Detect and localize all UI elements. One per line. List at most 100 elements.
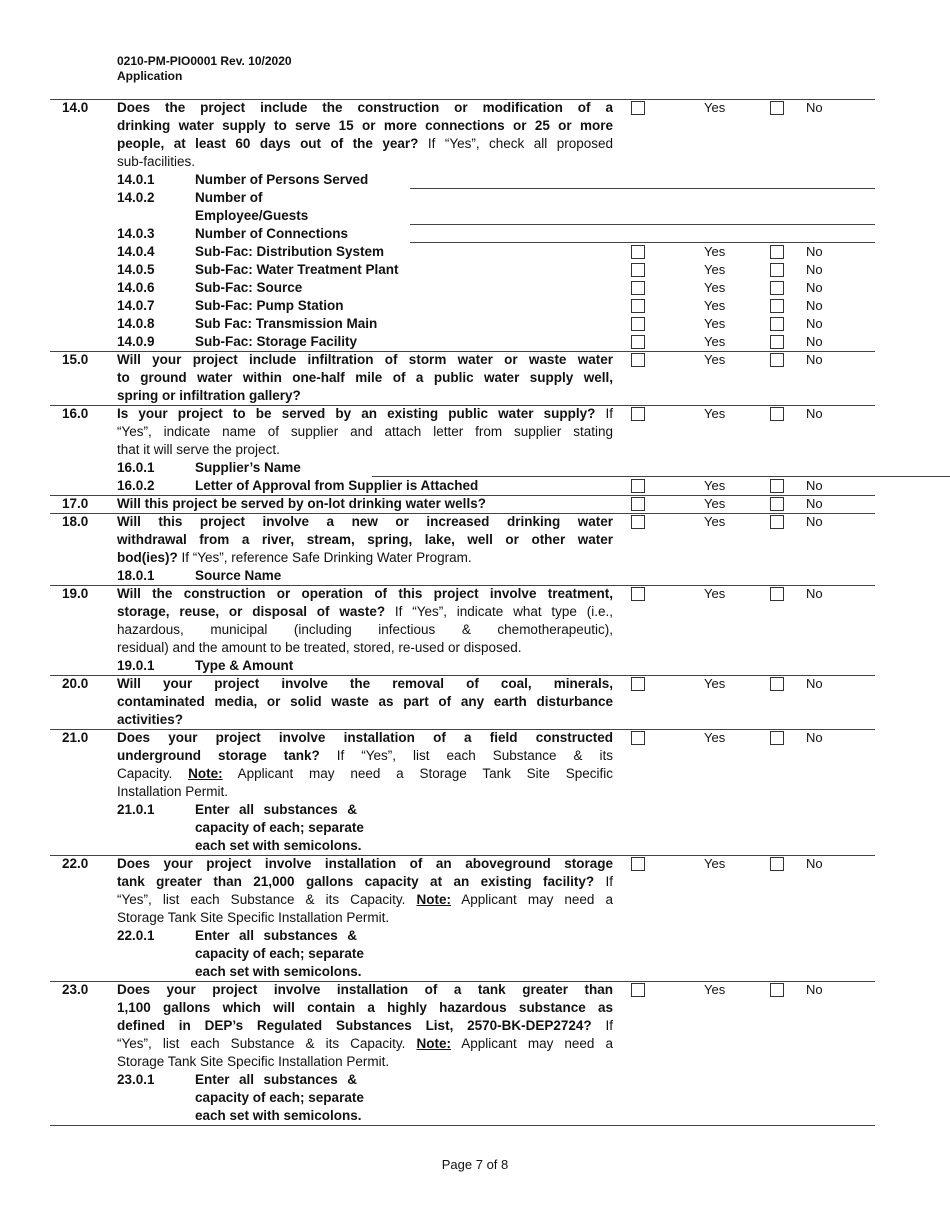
question-text-segment: storage, reuse, or disposal of waste? — [117, 604, 386, 619]
no-checkbox[interactable] — [770, 407, 784, 421]
question-row: 16.0 Is your project to be served by an e… — [0, 405, 950, 495]
text-field[interactable] — [410, 242, 875, 243]
question-row: 17.0 Will this project be served by on-lo… — [0, 495, 950, 513]
yes-label: Yes — [704, 406, 726, 421]
sub-item-line: 14.0.1 Number of Persons Served — [0, 171, 950, 189]
sub-item-number: 14.0.3 — [117, 226, 155, 241]
sub-item-label: Number of Persons Served — [195, 172, 369, 187]
no-checkbox[interactable] — [770, 245, 784, 259]
question-text-segment: to ground water within one-half mile of … — [117, 370, 613, 385]
no-label: No — [806, 334, 823, 349]
question-line: drinking water supply to serve 15 or mor… — [0, 117, 950, 135]
sub-item-label: capacity of each; separate — [195, 946, 364, 961]
no-checkbox[interactable] — [770, 299, 784, 313]
yes-checkbox[interactable] — [631, 353, 645, 367]
question-text-segment: tank greater than 21,000 gallons capacit… — [117, 874, 595, 889]
no-checkbox[interactable] — [770, 335, 784, 349]
sub-item-label: Supplier’s Name — [195, 460, 301, 475]
no-checkbox[interactable] — [770, 983, 784, 997]
yes-checkbox[interactable] — [631, 299, 645, 313]
yes-checkbox[interactable] — [631, 857, 645, 871]
no-checkbox[interactable] — [770, 281, 784, 295]
question-text-segment: activities? — [117, 712, 184, 727]
question-line: Storage Tank Site Specific Installation … — [0, 1053, 950, 1071]
yes-checkbox[interactable] — [631, 515, 645, 529]
question-text: bod(ies)? If “Yes”, reference Safe Drink… — [117, 549, 613, 567]
form-id: 0210-PM-PIO0001 Rev. 10/2020 — [117, 54, 292, 68]
yes-checkbox[interactable] — [631, 677, 645, 691]
no-label: No — [806, 280, 823, 295]
question-line: residual) and the amount to be treated, … — [0, 639, 950, 657]
question-line: activities? — [0, 711, 950, 729]
no-label: No — [806, 298, 823, 313]
yes-checkbox[interactable] — [631, 731, 645, 745]
question-line: withdrawal from a river, stream, spring,… — [0, 531, 950, 549]
question-text: “Yes”, indicate name of supplier and att… — [117, 423, 613, 441]
sub-item-label: capacity of each; separate — [195, 820, 364, 835]
question-line: people, at least 60 days out of the year… — [0, 135, 950, 153]
yes-checkbox[interactable] — [631, 245, 645, 259]
no-checkbox[interactable] — [770, 479, 784, 493]
sub-item-number: 19.0.1 — [117, 658, 155, 673]
yes-checkbox[interactable] — [631, 263, 645, 277]
text-field[interactable] — [410, 224, 875, 225]
question-text-segment: Will this project be served by on-lot dr… — [117, 496, 486, 511]
question-number: 14.0 — [62, 100, 89, 115]
yes-checkbox[interactable] — [631, 983, 645, 997]
question-number: 17.0 — [62, 496, 89, 511]
yes-label: Yes — [704, 334, 726, 349]
yes-checkbox[interactable] — [631, 587, 645, 601]
no-checkbox[interactable] — [770, 515, 784, 529]
no-checkbox[interactable] — [770, 353, 784, 367]
yes-label: Yes — [704, 280, 726, 295]
yes-label: Yes — [704, 478, 726, 493]
yes-checkbox[interactable] — [631, 281, 645, 295]
question-text-segment: If — [594, 874, 613, 889]
question-text: 1,100 gallons which will contain a highl… — [117, 999, 613, 1017]
no-checkbox[interactable] — [770, 317, 784, 331]
question-number: 22.0 — [62, 856, 89, 871]
no-label: No — [806, 982, 823, 997]
question-text: residual) and the amount to be treated, … — [117, 639, 613, 657]
question-text: sub-facilities. — [117, 153, 613, 171]
yes-checkbox[interactable] — [631, 407, 645, 421]
no-checkbox[interactable] — [770, 263, 784, 277]
question-text: Does your project involve installation o… — [117, 729, 613, 747]
yes-label: Yes — [704, 352, 726, 367]
text-field[interactable] — [372, 476, 950, 477]
no-checkbox[interactable] — [770, 731, 784, 745]
question-line: contaminated media, or solid waste as pa… — [0, 693, 950, 711]
sub-item-line: 14.0.7 Sub-Fac: Pump Station Yes No — [0, 297, 950, 315]
question-row: 14.0 Does the project include the constru… — [0, 99, 950, 351]
question-text-segment: Storage Tank Site Specific Installation … — [117, 910, 390, 925]
yes-label: Yes — [704, 586, 726, 601]
question-text: that it will serve the project. — [117, 441, 613, 459]
question-line: Will this project be served by on-lot dr… — [0, 495, 950, 513]
question-text-segment: Does your project involve installation o… — [117, 982, 613, 997]
yes-checkbox[interactable] — [631, 335, 645, 349]
sub-item-label: Employee/Guests — [195, 208, 309, 223]
no-checkbox[interactable] — [770, 587, 784, 601]
no-checkbox[interactable] — [770, 677, 784, 691]
yes-checkbox[interactable] — [631, 317, 645, 331]
question-text-segment: “Yes”, list each Substance & its Capacit… — [117, 892, 417, 907]
question-line: Does the project include the constructio… — [0, 99, 950, 117]
text-field[interactable] — [410, 188, 875, 189]
no-checkbox[interactable] — [770, 497, 784, 511]
yes-label: Yes — [704, 496, 726, 511]
note-label: Note: — [416, 1036, 451, 1051]
yes-checkbox[interactable] — [631, 101, 645, 115]
yes-label: Yes — [704, 262, 726, 277]
no-checkbox[interactable] — [770, 857, 784, 871]
question-text: Does the project include the constructio… — [117, 99, 613, 117]
yes-checkbox[interactable] — [631, 497, 645, 511]
question-text-segment: Applicant may need a — [450, 892, 613, 907]
question-text-segment: If “Yes”, indicate what type (i.e., — [385, 604, 613, 619]
sub-item-line: each set with semicolons. — [0, 837, 950, 855]
question-text: Does your project involve installation o… — [117, 981, 613, 999]
question-text: underground storage tank? If “Yes”, list… — [117, 747, 613, 765]
no-checkbox[interactable] — [770, 101, 784, 115]
no-label: No — [806, 730, 823, 745]
no-label: No — [806, 406, 823, 421]
yes-checkbox[interactable] — [631, 479, 645, 493]
